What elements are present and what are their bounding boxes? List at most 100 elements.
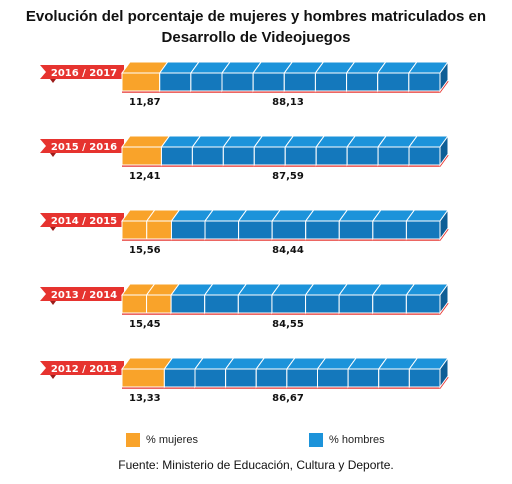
year-band-fold-2 [50, 227, 56, 231]
bar-men-2-6 [372, 220, 407, 240]
bar-men-2-1 [204, 220, 240, 240]
bar-men-4-6 [347, 368, 380, 388]
bar-men-0-2 [221, 72, 254, 92]
floor-line-3 [122, 302, 449, 315]
data-label-men-1: 87,59 [272, 171, 304, 182]
legend-label-women: % mujeres [146, 434, 198, 446]
bar-men-2-5 [338, 220, 374, 240]
year-band-3 [40, 287, 124, 301]
bar-men-0-5 [314, 72, 348, 92]
bar-women-2-1 [146, 220, 172, 240]
data-label-men-0: 88,13 [272, 97, 304, 108]
data-label-women-3: 15,45 [129, 319, 161, 330]
bar-men-1-0 [160, 146, 193, 166]
legend-item-women: % mujeres [126, 433, 198, 447]
bar-men-3-3 [271, 294, 307, 314]
bar-women-2-0 [121, 220, 148, 240]
bar-row-4: 2012 / 2013 13,33 86,67 [40, 356, 449, 404]
year-band-fold-4 [50, 375, 56, 379]
bar-men-4-1 [194, 368, 227, 388]
bar-men-4-8 [408, 368, 441, 388]
bar-men-4-7 [378, 368, 410, 388]
bar-men-4-2 [225, 368, 257, 388]
bar-men-side-3-7 [439, 282, 449, 315]
floor-line-0 [122, 80, 449, 93]
bar-men-3-6 [372, 294, 407, 314]
bar-men-1-3 [253, 146, 286, 166]
bar-men-4-0 [163, 368, 196, 388]
bar-men-side-0-8 [439, 60, 449, 93]
bar-men-2-3 [271, 220, 307, 240]
data-label-women-2: 15,56 [129, 245, 161, 256]
bar-women-top-4-0 [121, 357, 174, 370]
year-label-2: 2014 / 2015 [51, 216, 117, 227]
year-label-1: 2015 / 2016 [51, 142, 117, 153]
bar-men-0-3 [252, 72, 285, 92]
bar-men-side-2-7 [439, 208, 449, 241]
year-band-2 [40, 213, 124, 227]
bar-men-3-1 [204, 294, 239, 314]
legend-label-men: % hombres [329, 434, 385, 446]
legend-swatch-men [309, 433, 323, 447]
bar-men-side-4-8 [439, 356, 449, 389]
bar-men-2-4 [305, 220, 340, 240]
bar-men-1-4 [284, 146, 317, 166]
bar-row-0: 2016 / 2017 11,87 88,13 [40, 60, 449, 108]
year-band-4 [40, 361, 124, 375]
bar-row-2: 2014 / 2015 15,56 84,44 [40, 208, 449, 256]
legend-swatch-women [126, 433, 140, 447]
bar-men-0-7 [377, 72, 410, 92]
data-label-men-3: 84,55 [272, 319, 304, 330]
year-label-3: 2013 / 2014 [51, 290, 117, 301]
bar-men-0-1 [190, 72, 223, 92]
source-note: Fuente: Ministerio de Educación, Cultura… [118, 458, 394, 472]
year-label-4: 2012 / 2013 [51, 364, 117, 375]
chart-title-line-1: Evolución del porcentaje de mujeres y ho… [25, 8, 487, 25]
bar-men-side-1-8 [439, 134, 449, 167]
chart-title: Evolución del porcentaje de mujeres y ho… [0, 6, 512, 48]
bar-row-1: 2015 / 2016 12,41 87,59 [40, 134, 449, 182]
bar-row-3: 2013 / 2014 15,45 84,55 [40, 282, 449, 330]
data-label-men-2: 84,44 [272, 245, 304, 256]
bar-men-4-4 [286, 368, 319, 388]
data-label-men-4: 86,67 [272, 393, 304, 404]
legend-item-men: % hombres [309, 433, 385, 447]
year-band-0 [40, 65, 124, 79]
year-label-0: 2016 / 2017 [51, 68, 117, 79]
bar-men-3-7 [405, 294, 441, 314]
bar-men-3-4 [305, 294, 340, 314]
bar-women-0-0 [121, 72, 161, 92]
bar-women-3-1 [146, 294, 172, 314]
floor-line-4 [122, 376, 449, 389]
bar-men-0-8 [408, 72, 441, 92]
bar-men-0-6 [346, 72, 379, 92]
bar-men-1-6 [346, 146, 379, 166]
year-band-fold-3 [50, 301, 56, 305]
bar-men-1-2 [222, 146, 255, 166]
bar-men-1-7 [377, 146, 410, 166]
year-band-1 [40, 139, 124, 153]
bar-men-1-5 [315, 146, 348, 166]
data-label-women-4: 13,33 [129, 393, 161, 404]
bar-women-1-0 [121, 146, 162, 166]
bar-men-3-5 [338, 294, 374, 314]
bar-women-3-0 [121, 294, 148, 314]
bar-women-4-0 [121, 368, 165, 388]
bar-men-1-1 [191, 146, 224, 166]
bar-men-0-0 [159, 72, 192, 92]
bar-men-2-0 [170, 220, 206, 240]
bar-men-2-2 [238, 220, 273, 240]
bar-men-3-0 [170, 294, 206, 314]
bar-men-3-2 [237, 294, 273, 314]
bar-men-2-7 [405, 220, 441, 240]
year-band-fold-1 [50, 153, 56, 157]
data-label-women-0: 11,87 [129, 97, 161, 108]
chart-title-line-2: Desarrollo de Videojuegos [161, 29, 351, 46]
bar-men-0-4 [283, 72, 316, 92]
data-label-women-1: 12,41 [129, 171, 161, 182]
floor-line-1 [122, 154, 449, 167]
floor-line-2 [122, 228, 449, 241]
bar-men-4-5 [317, 368, 349, 388]
bar-men-1-8 [408, 146, 441, 166]
